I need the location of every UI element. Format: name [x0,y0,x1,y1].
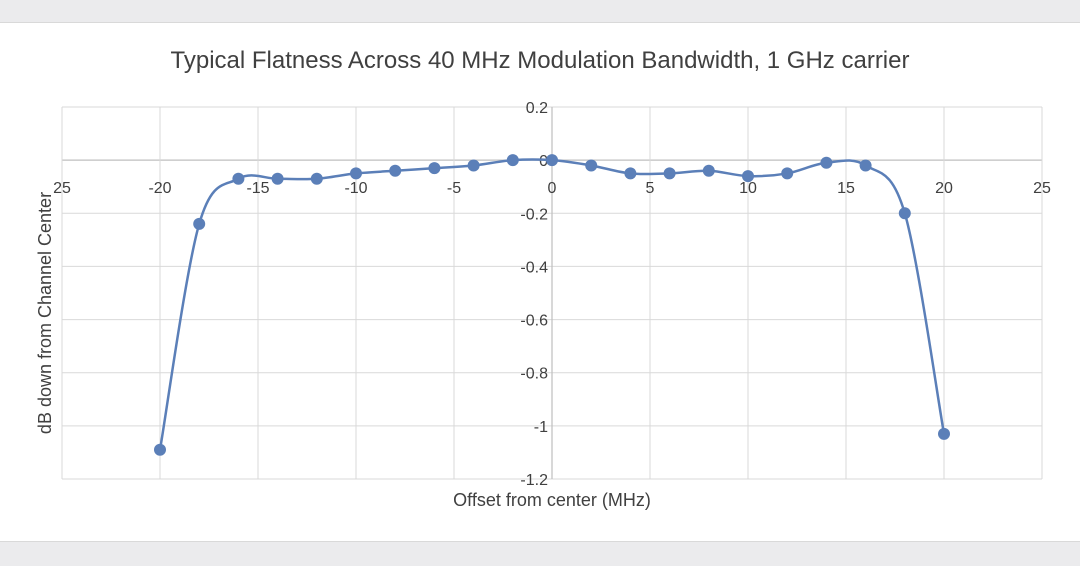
data-point [546,154,558,167]
data-point [154,443,166,456]
data-point [232,172,245,185]
x-tick-label: -10 [344,180,367,197]
data-point [506,154,519,167]
y-axis-title: dB down from Channel Center [35,192,55,434]
data-point [938,427,950,440]
chart-frame: Typical Flatness Across 40 MHz Modulatio… [0,22,1080,542]
data-point [467,159,480,172]
data-point [310,172,323,185]
data-point [781,167,794,180]
data-point [859,159,872,172]
y-tick-label: 0 [539,153,548,170]
data-point [702,164,715,177]
data-point [193,217,206,230]
flatness-chart: Typical Flatness Across 40 MHz Modulatio… [35,47,1051,510]
y-tick-label: -0.8 [520,366,548,383]
data-point [663,167,676,180]
x-tick-label: -20 [148,180,171,197]
x-tick-label: 25 [53,180,71,197]
x-axis-title: Offset from center (MHz) [453,490,651,510]
y-tick-label: -0.4 [520,259,548,276]
chart-title: Typical Flatness Across 40 MHz Modulatio… [171,47,910,74]
data-point [350,167,362,180]
data-point [742,170,754,183]
tick-labels: 0.20-0.2-0.4-0.6-0.8-1-1.225 -20 -15 -10 -5 0… [53,100,1051,489]
data-point [624,167,637,180]
data-points [154,154,950,456]
x-tick-label: 0 [548,180,557,197]
x-tick-label: 10 [739,180,757,197]
x-tick-label: -15 [246,180,269,197]
y-tick-label: -0.6 [520,313,548,330]
y-tick-label: -1 [534,419,548,436]
data-point [428,162,441,175]
data-point [898,207,911,220]
data-point [389,164,402,177]
x-tick-label: 15 [837,180,855,197]
y-tick-label: 0.2 [526,100,548,117]
data-point [271,172,284,185]
x-tick-label: 25 [1033,180,1051,197]
data-point [820,156,833,169]
x-tick-label: -5 [447,180,461,197]
x-tick-label: 20 [935,180,953,197]
y-tick-label: -0.2 [520,206,548,223]
y-tick-label: -1.2 [520,472,548,489]
x-tick-label: 5 [646,180,655,197]
data-point [585,159,598,172]
